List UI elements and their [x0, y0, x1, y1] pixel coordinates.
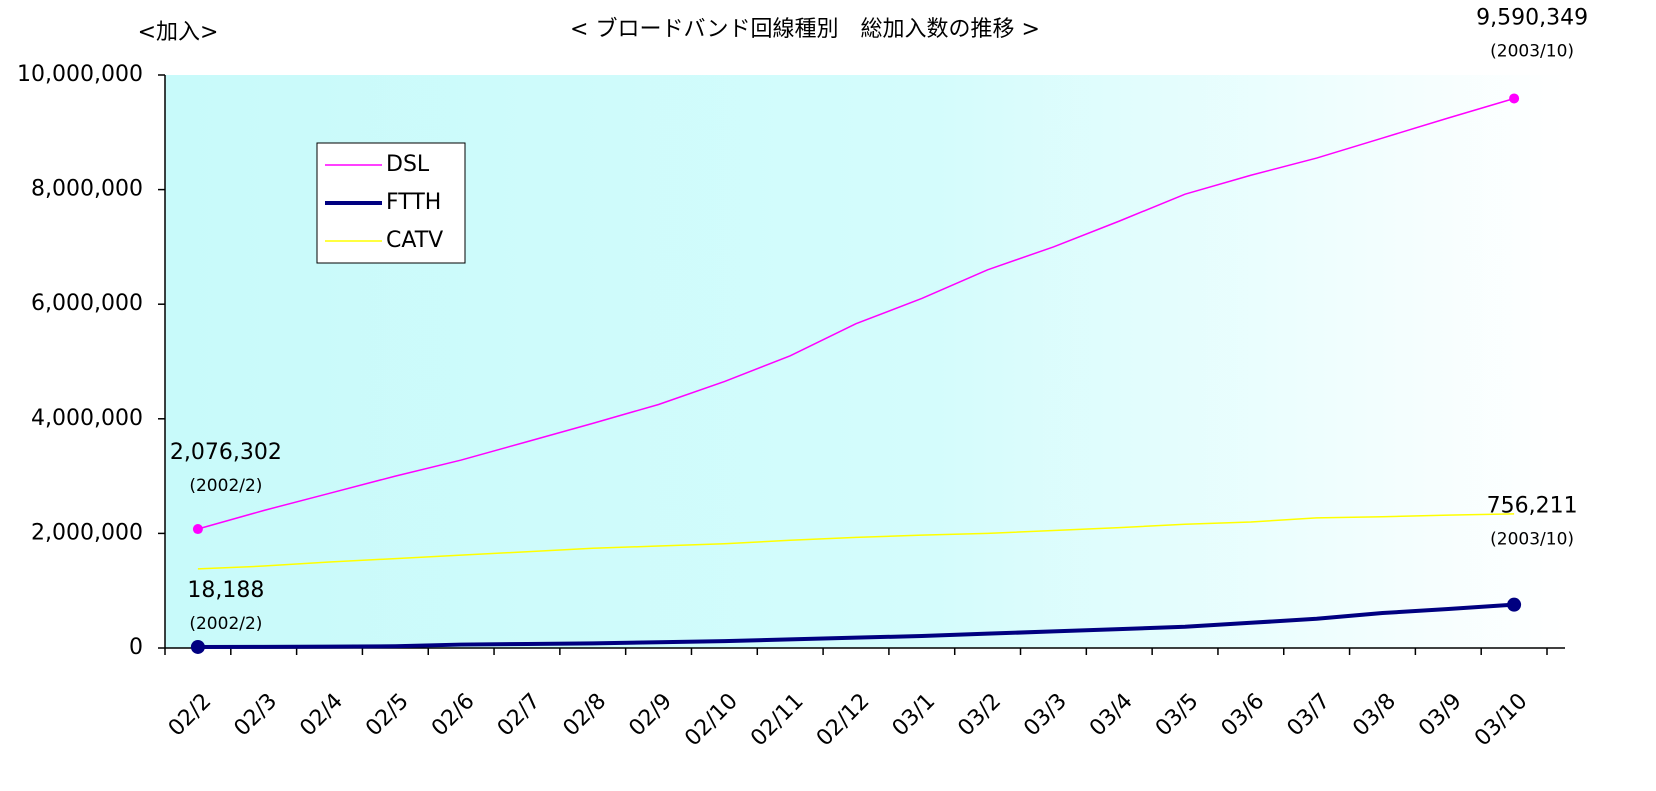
x-tick-label: 02/6: [427, 689, 480, 742]
end-marker: [190, 639, 205, 654]
x-tick-label: 02/3: [230, 689, 283, 742]
end-marker: [192, 524, 203, 535]
x-tick-label: 02/10: [680, 689, 743, 752]
value-label: 9,590,349: [1476, 5, 1588, 30]
x-tick-label: 03/2: [953, 689, 1006, 742]
series-line: [197, 513, 1515, 570]
value-label: 756,211: [1487, 494, 1578, 519]
value-label: 2,076,302: [170, 440, 282, 465]
x-tick-label: 03/3: [1019, 689, 1072, 742]
series-line: [197, 602, 1515, 649]
value-label: 18,188: [187, 578, 264, 603]
y-axis-label: <加入>: [138, 20, 219, 45]
legend-label: CATV: [386, 228, 443, 253]
x-tick-label: 02/7: [493, 689, 546, 742]
y-tick-label: 10,000,000: [17, 62, 143, 87]
legend-label: DSL: [386, 152, 430, 177]
x-tick-label: 03/8: [1348, 689, 1401, 742]
end-marker: [1507, 597, 1522, 612]
value-note: (2002/2): [189, 476, 262, 496]
series-line: [197, 97, 1515, 530]
x-tick-label: 03/1: [888, 689, 941, 742]
y-tick-label: 8,000,000: [31, 177, 143, 202]
y-tick-label: 6,000,000: [31, 291, 143, 316]
x-tick-label: 02/2: [164, 689, 217, 742]
x-tick-label: 02/12: [812, 689, 875, 752]
x-tick-label: 03/4: [1085, 689, 1138, 742]
chart-title: < ブロードバンド回線種別 総加入数の推移 >: [570, 17, 1040, 42]
legend-label: FTTH: [386, 190, 441, 215]
x-tick-label: 03/10: [1470, 689, 1533, 752]
value-note: (2003/10): [1490, 530, 1574, 550]
value-note: (2003/10): [1490, 41, 1574, 61]
y-tick-label: 0: [129, 635, 143, 660]
x-tick-label: 03/9: [1414, 689, 1467, 742]
x-tick-label: 02/5: [361, 689, 414, 742]
end-marker: [1509, 93, 1520, 104]
x-tick-label: 02/11: [746, 689, 809, 752]
x-tick-label: 02/8: [559, 689, 612, 742]
x-tick-label: 02/9: [624, 689, 677, 742]
y-tick-label: 2,000,000: [31, 520, 143, 545]
value-note: (2002/2): [189, 614, 262, 634]
x-tick-label: 03/6: [1217, 689, 1270, 742]
x-tick-label: 03/5: [1151, 689, 1204, 742]
x-tick-label: 03/7: [1283, 689, 1336, 742]
y-tick-label: 4,000,000: [31, 406, 143, 431]
x-tick-label: 02/4: [295, 689, 348, 742]
